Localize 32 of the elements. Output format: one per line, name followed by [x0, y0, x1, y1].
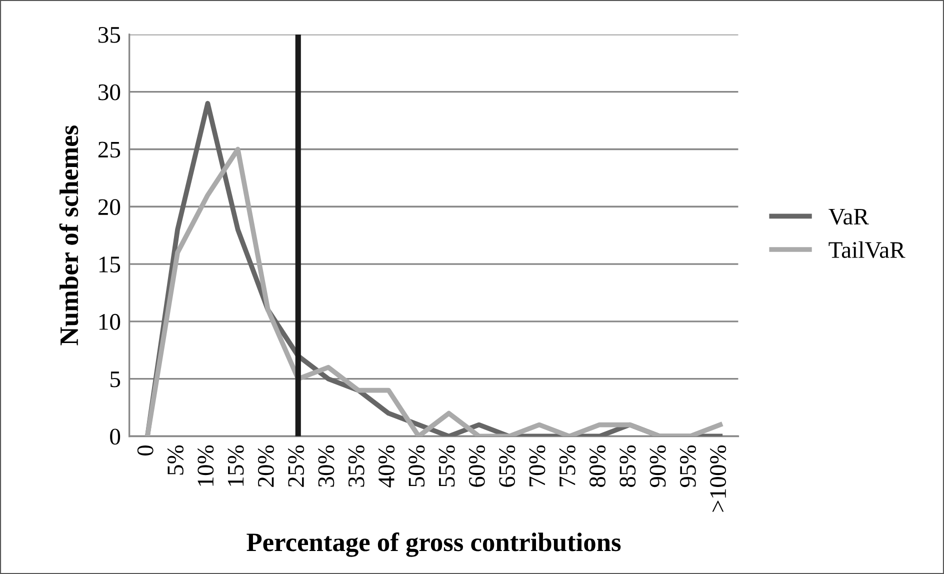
x-tick-label: 80%: [590, 445, 606, 487]
x-tick-label: 65%: [499, 445, 516, 487]
x-tick-label: 10%: [198, 445, 214, 486]
y-axis-title: Number of schemes: [59, 126, 78, 346]
y-tick-label: 25: [98, 142, 120, 158]
y-tick-label: 30: [98, 84, 120, 100]
x-axis-title: Percentage of gross contributions: [246, 532, 621, 557]
legend-label: VaR: [828, 208, 869, 225]
x-tick-label: 20%: [258, 445, 274, 487]
y-tick-label: 10: [99, 314, 120, 330]
y-tick-label: 0: [110, 428, 120, 445]
x-tick-label: 50%: [408, 445, 425, 486]
x-tick-label: 40%: [378, 445, 395, 488]
x-tick-label: 15%: [228, 445, 244, 486]
x-tick-label: 0: [137, 445, 154, 456]
x-tick-label: 75%: [559, 445, 576, 486]
y-tick-label: 20: [98, 199, 120, 216]
x-tick-label: 30%: [318, 445, 334, 487]
legend-label: TailVaR: [828, 241, 906, 258]
y-tick-label: 15: [99, 256, 120, 272]
x-tick-label: 55%: [438, 445, 455, 486]
x-tick-label: >100%: [710, 445, 726, 512]
x-tick-label: 90%: [650, 445, 666, 488]
x-tick-label: 85%: [620, 445, 636, 487]
x-tick-label: 95%: [680, 445, 696, 488]
y-tick-label: 5: [110, 372, 120, 388]
x-tick-label: 70%: [529, 445, 546, 486]
y-tick-label: 35: [98, 26, 120, 43]
x-tick-label: 35%: [348, 445, 364, 487]
x-tick-label: 60%: [468, 445, 485, 487]
x-tick-label: 5%: [168, 445, 184, 475]
x-tick-label: 25%: [288, 445, 304, 487]
